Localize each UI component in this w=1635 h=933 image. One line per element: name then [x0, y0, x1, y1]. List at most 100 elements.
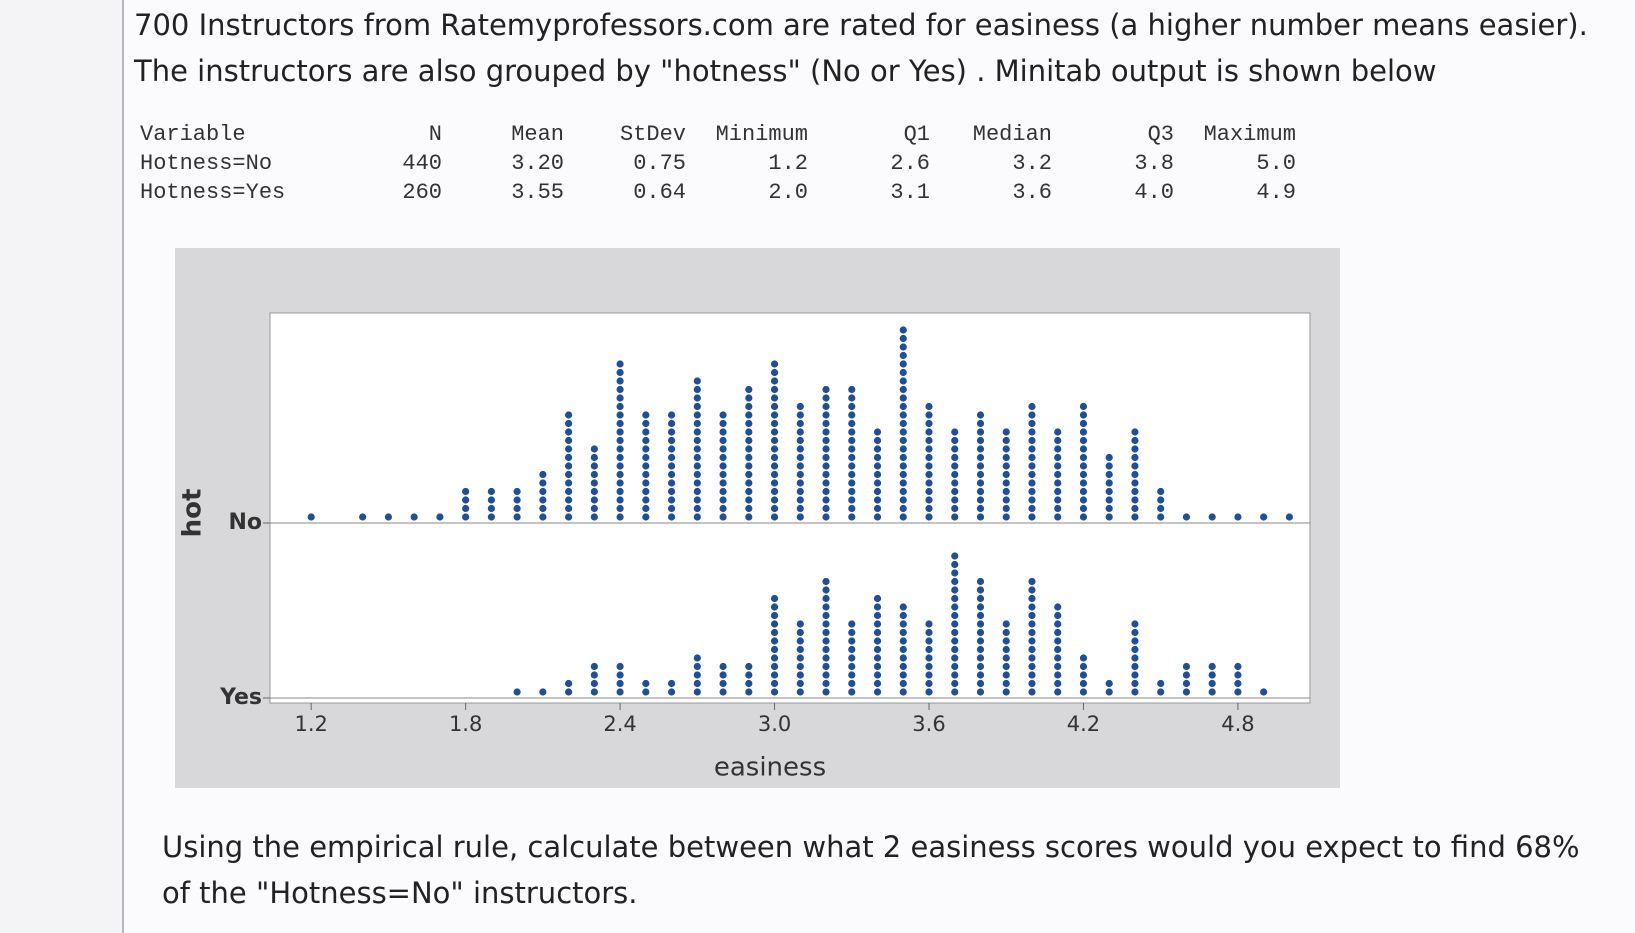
table-cell: 3.20	[511, 151, 564, 176]
dot	[873, 453, 882, 462]
dot	[539, 496, 547, 504]
dot	[925, 479, 933, 487]
dot	[976, 645, 985, 654]
dot	[719, 504, 727, 513]
dot	[899, 453, 907, 462]
dot	[745, 453, 753, 462]
dot	[899, 436, 907, 445]
dot	[1131, 496, 1139, 504]
dot	[873, 496, 882, 504]
dot	[848, 628, 856, 637]
dot	[951, 671, 959, 679]
dot	[590, 487, 598, 496]
dot	[539, 504, 547, 513]
dot	[590, 679, 598, 688]
dot	[951, 560, 959, 569]
dot	[693, 671, 701, 679]
dot	[976, 594, 985, 603]
dot	[822, 688, 830, 696]
dot	[1028, 688, 1036, 696]
dot	[796, 513, 804, 521]
dot	[642, 487, 650, 496]
dot	[745, 479, 753, 487]
table-cell: Variable	[140, 122, 246, 147]
dot	[848, 654, 856, 662]
dot	[616, 402, 624, 411]
table-cell: 4.0	[1134, 180, 1174, 205]
dot	[976, 603, 985, 611]
dot	[667, 513, 676, 521]
dot	[719, 688, 727, 696]
dot	[719, 411, 727, 419]
dot	[873, 654, 882, 662]
dot-column	[1182, 513, 1191, 521]
dot	[1079, 462, 1088, 470]
dot	[925, 445, 933, 453]
dot	[745, 470, 753, 479]
dot	[384, 513, 393, 521]
dot	[796, 402, 804, 411]
dot	[1054, 671, 1062, 679]
dot	[796, 637, 804, 645]
dot	[1028, 445, 1036, 453]
dot	[616, 470, 624, 479]
dot	[359, 513, 367, 521]
dot	[848, 453, 856, 462]
dot	[899, 628, 907, 637]
dot-column	[1208, 662, 1216, 696]
table-cell: 3.6	[1012, 180, 1052, 205]
dot	[899, 462, 907, 470]
dot	[745, 688, 753, 696]
dot	[1054, 654, 1062, 662]
dot	[616, 513, 624, 521]
dot	[642, 470, 650, 479]
dot-column	[410, 513, 418, 521]
dot	[822, 513, 830, 521]
dot	[1028, 453, 1036, 462]
dot	[796, 504, 804, 513]
dot	[976, 513, 985, 521]
dot	[796, 487, 804, 496]
dot	[1079, 445, 1088, 453]
dot-column	[1054, 428, 1062, 521]
intro-line: 700 Instructors from Ratemyprofessors.co…	[134, 8, 1588, 42]
dot	[1079, 504, 1088, 513]
dot	[822, 479, 830, 487]
dot	[770, 428, 779, 436]
dot	[951, 603, 959, 611]
dot-column	[693, 654, 701, 696]
dot-column	[642, 679, 650, 696]
dot	[1028, 586, 1036, 594]
dot	[899, 611, 907, 620]
dot	[616, 377, 624, 385]
dot	[925, 428, 933, 436]
dot	[925, 402, 933, 411]
dot	[590, 462, 598, 470]
dot	[642, 436, 650, 445]
dot	[642, 688, 650, 696]
dot	[1028, 513, 1036, 521]
dot	[719, 679, 727, 688]
dot	[770, 394, 779, 402]
dot	[1002, 662, 1010, 671]
dot	[1105, 504, 1113, 513]
dot	[590, 470, 598, 479]
dot-column	[513, 487, 521, 521]
dot-column	[667, 679, 676, 696]
table-cell: StDev	[619, 122, 686, 147]
dot	[616, 496, 624, 504]
dot	[539, 513, 547, 521]
dot	[719, 662, 727, 671]
dot	[1028, 679, 1036, 688]
dot	[616, 688, 624, 696]
dot	[951, 552, 959, 560]
dot	[822, 385, 830, 394]
dot	[899, 645, 907, 654]
dot	[693, 513, 701, 521]
dot	[487, 487, 495, 496]
dot-column	[384, 513, 393, 521]
dot	[770, 594, 779, 603]
dot	[951, 637, 959, 645]
dot-column	[976, 411, 985, 521]
dot	[822, 487, 830, 496]
